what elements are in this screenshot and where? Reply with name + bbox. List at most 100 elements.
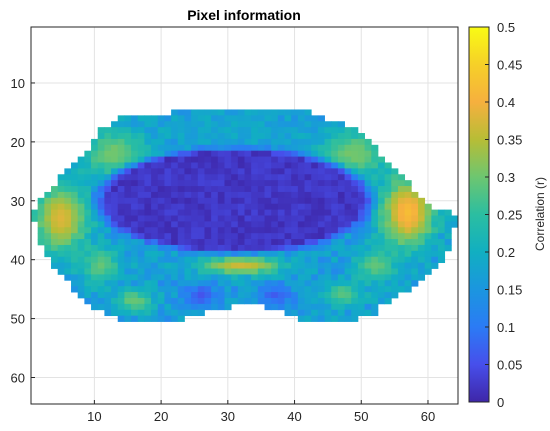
heatmap-cell bbox=[297, 191, 305, 199]
heatmap-cell bbox=[331, 150, 339, 157]
heatmap-cell bbox=[297, 274, 305, 281]
heatmap-cell bbox=[411, 197, 419, 205]
heatmap-cell bbox=[104, 215, 112, 222]
heatmap-cell bbox=[264, 274, 272, 281]
heatmap-cell bbox=[171, 109, 179, 116]
heatmap-cell bbox=[357, 197, 365, 205]
heatmap-cell bbox=[357, 138, 365, 146]
heatmap-cell bbox=[124, 250, 132, 258]
heatmap-cell bbox=[304, 191, 312, 199]
heatmap-cell bbox=[451, 215, 459, 222]
heatmap-cell bbox=[211, 297, 219, 305]
heatmap-cell bbox=[211, 174, 219, 181]
heatmap-cell bbox=[297, 256, 305, 264]
heatmap-cell bbox=[97, 209, 105, 216]
heatmap-cell bbox=[177, 297, 185, 305]
heatmap-cell bbox=[64, 197, 72, 205]
heatmap-cell bbox=[357, 168, 365, 175]
heatmap-cell bbox=[324, 138, 332, 146]
heatmap-cell bbox=[237, 115, 245, 122]
heatmap-cell bbox=[244, 138, 252, 146]
heatmap-cell bbox=[291, 115, 299, 122]
heatmap-cell bbox=[384, 203, 392, 211]
heatmap-cell bbox=[224, 244, 232, 252]
heatmap-cell bbox=[277, 233, 285, 240]
heatmap-cell bbox=[177, 315, 185, 322]
heatmap-cell bbox=[371, 150, 379, 157]
heatmap-cell bbox=[131, 215, 139, 222]
heatmap-cell bbox=[157, 292, 165, 299]
heatmap-cell bbox=[211, 221, 219, 228]
heatmap-cell bbox=[424, 244, 432, 252]
heatmap-cell bbox=[184, 292, 192, 299]
heatmap-cell bbox=[377, 286, 386, 293]
heatmap-cell bbox=[237, 174, 245, 181]
heatmap-cell bbox=[351, 186, 359, 193]
heatmap-cell bbox=[317, 133, 325, 140]
heatmap-cell bbox=[104, 250, 112, 258]
heatmap-cell bbox=[331, 280, 339, 287]
heatmap-cell bbox=[277, 286, 285, 293]
heatmap-cell bbox=[257, 215, 265, 222]
heatmap-cell bbox=[351, 244, 359, 252]
heatmap-cell bbox=[277, 262, 285, 269]
heatmap-cell bbox=[391, 174, 399, 181]
heatmap-cell bbox=[384, 292, 392, 299]
heatmap-cell bbox=[331, 186, 339, 193]
heatmap-cell bbox=[291, 274, 299, 281]
heatmap-cell bbox=[77, 268, 85, 275]
heatmap-cell bbox=[204, 115, 212, 122]
heatmap-cell bbox=[57, 244, 65, 252]
heatmap-cell bbox=[397, 286, 406, 293]
heatmap-cell bbox=[97, 227, 105, 234]
heatmap-cell bbox=[111, 209, 119, 216]
heatmap-cell bbox=[97, 150, 105, 157]
heatmap-cell bbox=[391, 227, 399, 234]
heatmap-cell bbox=[144, 280, 152, 287]
heatmap-cell bbox=[91, 297, 99, 305]
colorbar-tick-label: 0.35 bbox=[497, 133, 522, 148]
heatmap-cell bbox=[91, 168, 99, 175]
heatmap-cell bbox=[317, 127, 325, 134]
heatmap-cell bbox=[317, 227, 325, 234]
heatmap-cell bbox=[217, 256, 225, 264]
heatmap-cell bbox=[284, 186, 292, 193]
heatmap-cell bbox=[84, 162, 92, 169]
heatmap-cell bbox=[297, 168, 305, 175]
heatmap-cell bbox=[391, 180, 399, 187]
heatmap-cell bbox=[131, 262, 139, 269]
heatmap-cell bbox=[97, 280, 105, 287]
heatmap-cell bbox=[151, 150, 159, 157]
heatmap-cell bbox=[251, 280, 259, 287]
heatmap-cell bbox=[151, 133, 159, 140]
heatmap-cell bbox=[191, 133, 199, 140]
heatmap-cell bbox=[291, 191, 299, 199]
heatmap-cell bbox=[271, 174, 279, 181]
heatmap-cell bbox=[171, 144, 179, 152]
heatmap-cell bbox=[237, 280, 245, 287]
heatmap-cell bbox=[391, 239, 399, 246]
heatmap-cell bbox=[311, 133, 319, 140]
heatmap-cell bbox=[324, 250, 332, 258]
heatmap-cell bbox=[184, 138, 192, 146]
heatmap-cell bbox=[251, 191, 259, 199]
heatmap-cell bbox=[377, 156, 386, 163]
heatmap-cell bbox=[344, 174, 352, 181]
heatmap-cell bbox=[277, 197, 285, 205]
heatmap-cell bbox=[257, 239, 265, 246]
heatmap-cell bbox=[104, 309, 112, 317]
heatmap-cell bbox=[144, 203, 152, 211]
heatmap-cell bbox=[244, 150, 252, 157]
heatmap-cell bbox=[351, 197, 359, 205]
heatmap-cell bbox=[151, 144, 159, 152]
heatmap-cell bbox=[251, 197, 259, 205]
heatmap-cell bbox=[271, 138, 279, 146]
heatmap-cell bbox=[297, 244, 305, 252]
heatmap-cell bbox=[57, 197, 65, 205]
heatmap-cell bbox=[284, 274, 292, 281]
heatmap-cell bbox=[57, 215, 65, 222]
heatmap-cell bbox=[404, 280, 412, 287]
heatmap-cell bbox=[177, 233, 185, 240]
heatmap-cell bbox=[271, 203, 279, 211]
heatmap-cell bbox=[204, 274, 212, 281]
